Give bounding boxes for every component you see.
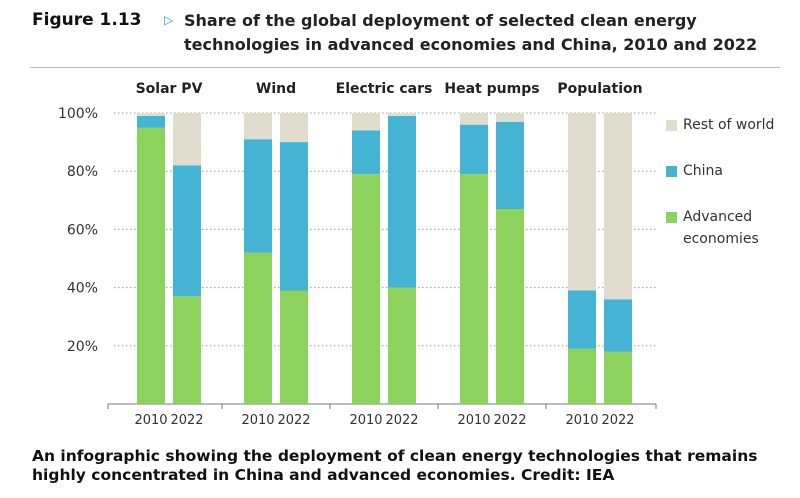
group-label: Population (557, 81, 642, 97)
group-label: Heat pumps (444, 81, 539, 97)
x-tick-label: 2022 (493, 413, 526, 428)
x-tick-label: 2010 (134, 413, 167, 428)
bar-segment-advanced (244, 252, 272, 404)
legend-swatch-advanced (666, 212, 677, 223)
bar-segment-china (352, 130, 380, 175)
bar-segment-china (388, 115, 416, 288)
bar-segment-rest (388, 113, 416, 116)
y-tick-label: 100% (58, 106, 98, 122)
group-label: Electric cars (336, 81, 433, 97)
group-label: Wind (256, 81, 296, 97)
legend-label-advanced: Advanced economies (683, 209, 759, 247)
bar-segment-advanced (604, 351, 632, 404)
bar-segment-advanced (280, 290, 308, 404)
bar-segment-china (244, 139, 272, 253)
bar-segment-advanced (388, 287, 416, 404)
bar-segment-rest (173, 113, 201, 166)
y-tick-label: 40% (67, 281, 98, 297)
x-tick-label: 2010 (349, 413, 382, 428)
bar-segment-rest (280, 113, 308, 143)
figure-label: Figure 1.13 (32, 10, 142, 30)
bar-segment-rest (568, 113, 596, 291)
bar-segment-advanced (173, 296, 201, 404)
bar-segment-china (568, 290, 596, 349)
legend-label-rest: Rest of world (683, 117, 775, 133)
legend-item-advanced: Advanced economies (666, 208, 783, 250)
bar-segment-rest (460, 113, 488, 125)
bar-segment-china (173, 165, 201, 297)
bar-segment-china (280, 142, 308, 291)
bar-segment-china (460, 124, 488, 175)
bar-segment-china (604, 299, 632, 352)
legend-label-china: China (683, 163, 723, 179)
legend-swatch-china (666, 166, 677, 177)
bar-segment-china (137, 115, 165, 128)
bar-segment-advanced (460, 174, 488, 404)
x-tick-label: 2010 (457, 413, 490, 428)
bar-segment-rest (496, 113, 524, 122)
bar-segment-advanced (352, 174, 380, 404)
bar-segment-advanced (568, 348, 596, 404)
x-tick-label: 2022 (170, 413, 203, 428)
group-label: Solar PV (136, 81, 203, 97)
bar-segment-rest (137, 113, 165, 116)
figure-title: Share of the global deployment of select… (184, 11, 758, 54)
x-tick-label: 2022 (601, 413, 634, 428)
bar-segment-rest (352, 113, 380, 131)
legend-item-rest: Rest of world (666, 116, 783, 136)
bar-segment-rest (604, 113, 632, 300)
x-tick-label: 2010 (565, 413, 598, 428)
bar-segment-rest (244, 113, 272, 140)
triangle-arrow-icon: ▷ (164, 13, 174, 27)
header-divider (30, 67, 780, 68)
x-tick-label: 2010 (241, 413, 274, 428)
x-tick-label: 2022 (277, 413, 310, 428)
bar-segment-advanced (137, 127, 165, 405)
legend-swatch-rest (666, 120, 677, 131)
y-tick-label: 20% (67, 339, 98, 355)
y-tick-label: 60% (67, 222, 98, 238)
y-tick-label: 80% (67, 164, 98, 180)
legend-item-china: China (666, 162, 783, 182)
bar-segment-china (496, 121, 524, 210)
bar-segment-advanced (496, 209, 524, 404)
x-tick-label: 2022 (385, 413, 418, 428)
image-caption: An infographic showing the deployment of… (32, 447, 758, 484)
